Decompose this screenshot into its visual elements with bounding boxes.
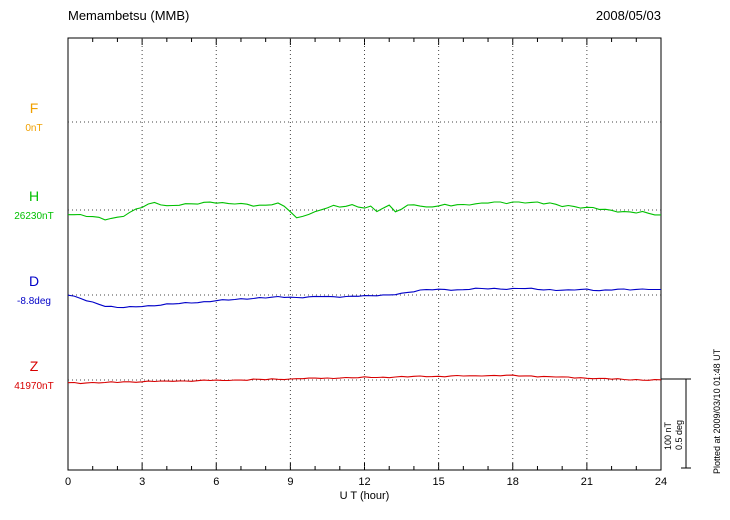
scale-label-deg: 0.5 deg <box>674 419 684 450</box>
series-label-h: H <box>4 189 64 203</box>
series-label-d: D <box>4 274 64 288</box>
trace-z <box>67 374 662 385</box>
x-tick-label: 3 <box>139 476 145 488</box>
series-letter-f: F <box>29 100 39 116</box>
series-value-d: -8.8deg <box>17 296 51 307</box>
series-value-z: 41970nT <box>14 381 54 392</box>
trace-h <box>68 201 661 221</box>
x-tick-label: 12 <box>358 476 370 488</box>
scale-label-nt: 100 nT <box>663 421 673 450</box>
x-tick-label: 9 <box>287 476 293 488</box>
series-label-f: F <box>4 101 64 115</box>
x-tick-label: 0 <box>65 476 71 488</box>
series-letter-z: Z <box>29 358 39 374</box>
series-value-h: 26230nT <box>14 211 54 222</box>
x-axis-title: U T (hour) <box>339 490 390 502</box>
x-tick-label: 6 <box>213 476 219 488</box>
plotted-at-label: Plotted at 2009/03/10 01:48 UT <box>712 348 722 474</box>
x-tick-label: 15 <box>433 476 445 488</box>
x-tick-label: 24 <box>655 476 667 488</box>
trace-d <box>67 287 661 309</box>
series-value-f: 0nT <box>25 123 43 134</box>
date-label: 2008/05/03 <box>595 8 661 23</box>
station-title: Memambetsu (MMB) <box>68 8 190 23</box>
series-letter-d: D <box>28 273 40 289</box>
series-label-z: Z <box>4 359 64 373</box>
x-tick-label: 21 <box>581 476 593 488</box>
series-letter-h: H <box>28 188 40 204</box>
x-tick-label: 18 <box>507 476 519 488</box>
